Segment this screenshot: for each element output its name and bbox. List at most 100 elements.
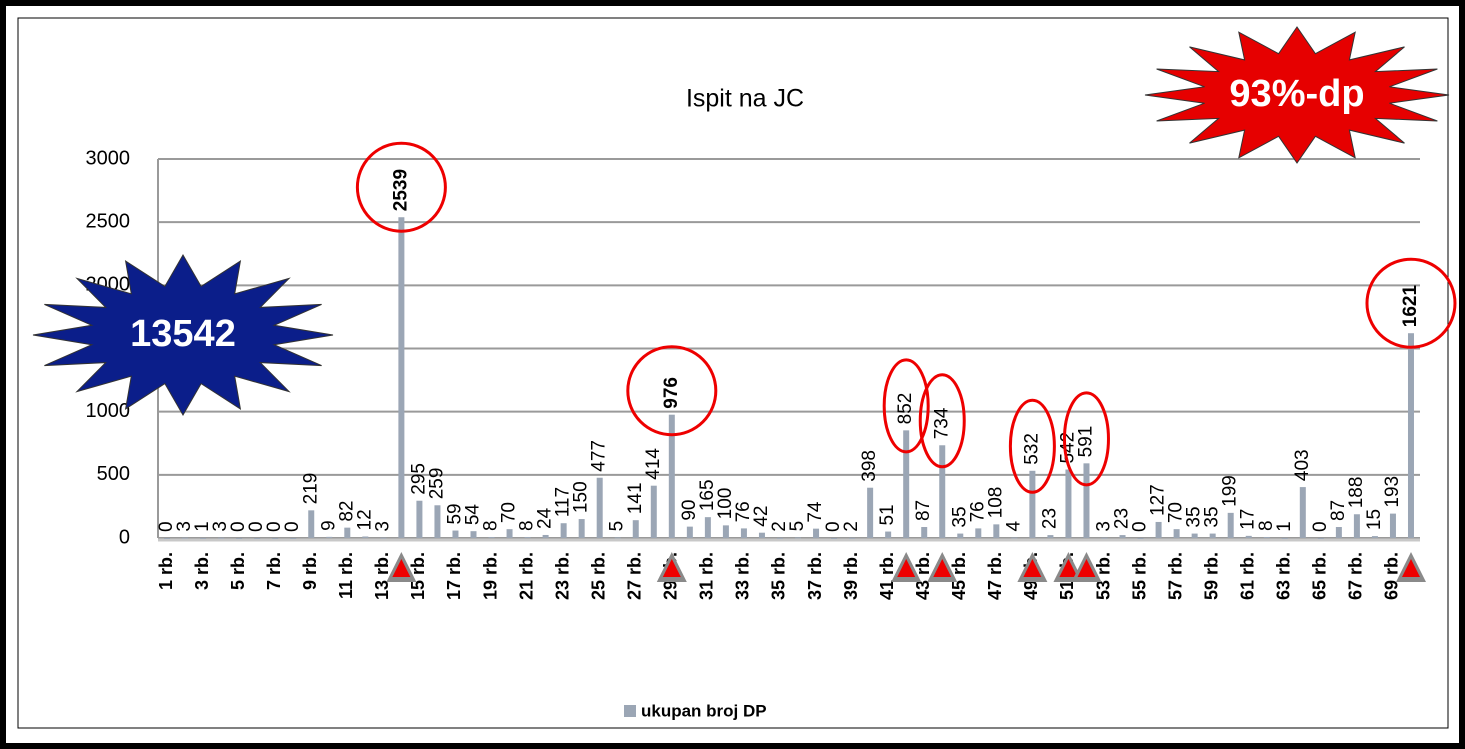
bar <box>776 537 783 539</box>
x-tick-label: 53 rb. <box>1093 552 1113 600</box>
x-tick-label: 27 rb. <box>625 552 645 600</box>
bar <box>1281 537 1288 539</box>
x-tick-label: 69 rb. <box>1382 552 1402 600</box>
highlight-circle <box>626 345 718 437</box>
bar <box>254 538 261 539</box>
data-label: 3 <box>372 521 393 532</box>
bar <box>272 538 279 539</box>
bar <box>1065 469 1072 538</box>
data-label: 1 <box>192 521 213 532</box>
bar <box>596 477 603 538</box>
bar <box>939 445 946 538</box>
data-label: 403 <box>1292 449 1313 481</box>
data-label: 259 <box>426 468 447 500</box>
bar <box>344 527 351 538</box>
data-label: 42 <box>751 506 772 527</box>
bar <box>380 537 387 539</box>
bar <box>416 500 423 538</box>
y-tick-label: 500 <box>97 463 130 485</box>
x-tick-label: 31 rb. <box>697 552 717 600</box>
data-label: 852 <box>895 393 916 425</box>
data-label: 54 <box>463 504 484 526</box>
y-tick-label: 2500 <box>86 210 131 232</box>
data-label: 23 <box>1112 508 1133 529</box>
data-label: 477 <box>589 440 610 472</box>
bar <box>632 520 639 538</box>
bar <box>488 536 495 538</box>
x-tick-label: 9 rb. <box>300 552 320 590</box>
data-label: 2539 <box>390 169 411 211</box>
marker-triangle-inner <box>933 559 952 577</box>
bar <box>1317 538 1324 539</box>
x-tick-label: 35 rb. <box>769 552 789 600</box>
data-label: 87 <box>1328 500 1349 521</box>
data-label: 82 <box>336 501 357 522</box>
bar <box>957 533 964 538</box>
marker-triangle-inner <box>1077 559 1096 577</box>
bar <box>1137 538 1144 539</box>
x-tick-label: 55 rb. <box>1129 552 1149 600</box>
annotation: 13542 <box>130 313 236 355</box>
data-label: 542 <box>1057 432 1078 464</box>
marker-triangle-inner <box>897 559 916 577</box>
data-label: 76 <box>967 501 988 522</box>
bar <box>758 532 765 538</box>
data-label: 76 <box>733 501 754 522</box>
x-tick-label: 7 rb. <box>264 552 284 590</box>
bar <box>722 525 729 538</box>
data-label: 35 <box>1202 506 1223 527</box>
x-tick-label: 47 rb. <box>985 552 1005 600</box>
bar <box>1263 536 1270 538</box>
x-tick-label: 3 rb. <box>192 552 212 590</box>
bar <box>1173 529 1180 538</box>
data-label: 295 <box>408 463 429 495</box>
x-tick-label: 25 rb. <box>588 552 608 600</box>
data-label: 70 <box>499 502 520 523</box>
bar <box>1011 537 1018 539</box>
bar <box>506 529 513 538</box>
x-tick-label: 15 rb. <box>408 552 428 600</box>
data-label: 2 <box>769 521 790 532</box>
data-label: 87 <box>913 500 934 521</box>
data-label: 188 <box>1346 477 1367 509</box>
bar <box>452 530 459 538</box>
data-label: 117 <box>553 487 574 517</box>
data-label: 35 <box>1184 506 1205 527</box>
bar <box>1407 333 1414 538</box>
bar <box>398 217 405 538</box>
bar <box>1389 513 1396 538</box>
bar <box>1029 470 1036 538</box>
data-label: 5 <box>787 521 808 532</box>
starburst-red <box>1144 26 1450 164</box>
data-label: 199 <box>1220 475 1241 507</box>
bar <box>1209 533 1216 538</box>
data-label: 8 <box>517 520 538 531</box>
bar <box>326 536 333 538</box>
legend-swatch <box>624 705 636 717</box>
data-label: 1621 <box>1400 285 1421 328</box>
x-tick-label: 11 rb. <box>336 552 356 599</box>
data-label: 24 <box>535 507 556 529</box>
data-label: 591 <box>1075 426 1096 458</box>
bar <box>1245 535 1252 538</box>
bar <box>470 531 477 538</box>
bar <box>740 528 747 538</box>
data-label: 70 <box>1166 502 1187 523</box>
highlight-oval <box>918 373 966 469</box>
x-tick-label: 41 rb. <box>877 552 897 600</box>
bar <box>1047 535 1054 538</box>
data-label: 3 <box>210 521 231 532</box>
chart-title: Ispit na JC <box>686 85 804 113</box>
bar <box>1155 521 1162 538</box>
data-label: 141 <box>625 482 646 514</box>
bar <box>686 526 693 538</box>
bar <box>704 517 711 538</box>
bar <box>1299 487 1306 538</box>
marker-triangle-inner <box>392 559 411 577</box>
bar <box>813 528 820 538</box>
data-label: 398 <box>859 450 880 482</box>
bar <box>200 537 207 539</box>
data-label: 23 <box>1039 508 1060 529</box>
bar <box>290 538 297 539</box>
